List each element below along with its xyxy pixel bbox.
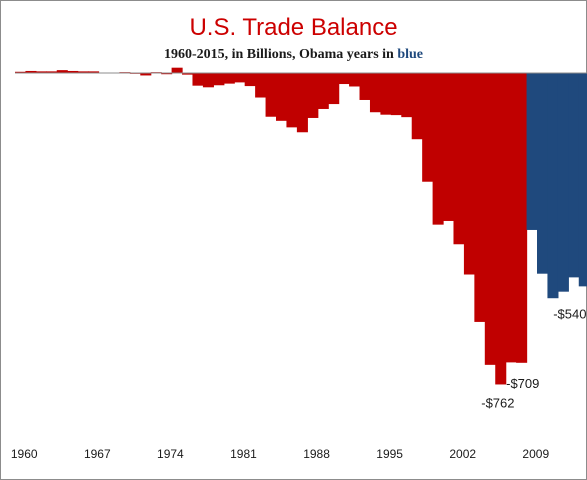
bar-1976	[182, 73, 194, 75]
bar-1960	[15, 71, 27, 73]
bar-1975	[171, 67, 183, 73]
bar-2011	[547, 73, 559, 299]
bar-2014	[578, 73, 587, 287]
bar-2001	[443, 73, 455, 221]
bar-1982	[244, 73, 256, 87]
bar-2010	[537, 73, 549, 274]
bar-1998	[411, 73, 423, 140]
x-tick-label: 1967	[84, 447, 111, 461]
x-tick-label: 1995	[376, 447, 403, 461]
data-label-2006: -$762	[481, 395, 514, 410]
bar-1994	[369, 73, 381, 113]
bar-1974	[161, 73, 173, 75]
bar-2005	[484, 73, 496, 365]
chart-subtitle: 1960-2015, in Billions, Obama years in b…	[0, 46, 587, 64]
bars-layer	[15, 67, 587, 385]
bar-2008	[516, 73, 528, 363]
x-tick-label: 2002	[449, 447, 476, 461]
x-tick-labels: 1960 1967 1974 1981 1988 1995 2002 2009	[11, 447, 550, 461]
bar-1980	[223, 73, 235, 84]
bar-2012	[557, 73, 569, 292]
bar-1978	[202, 73, 214, 88]
bar-1964	[56, 70, 68, 73]
x-tick-label: 1960	[11, 447, 38, 461]
bar-1985	[276, 73, 288, 121]
bar-2002	[453, 73, 465, 245]
x-tick-label: 2009	[522, 447, 549, 461]
bar-2000	[432, 73, 444, 225]
chart-subtitle-text: 1960-2015, in Billions, Obama years in	[163, 47, 398, 62]
data-label-2015: -$540	[553, 307, 586, 322]
bar-1992	[349, 73, 361, 87]
bar-1966	[77, 71, 89, 73]
bar-1961	[25, 70, 37, 73]
bar-1965	[67, 70, 79, 73]
bar-1997	[401, 73, 413, 118]
bar-1981	[234, 73, 246, 83]
bar-1989	[317, 73, 329, 109]
bar-1996	[390, 73, 402, 116]
bar-1963	[46, 71, 58, 73]
bar-1984	[265, 73, 277, 117]
bar-1995	[380, 73, 392, 115]
bar-2003	[463, 73, 475, 275]
bar-1979	[213, 73, 225, 86]
bar-1983	[255, 73, 267, 98]
bar-1988	[307, 73, 319, 118]
bar-2007	[505, 73, 517, 363]
data-label-2008: -$709	[506, 376, 539, 391]
chart-title: U.S. Trade Balance	[189, 14, 398, 41]
bar-1972	[140, 73, 152, 76]
bar-1993	[359, 73, 371, 100]
x-tick-label: 1988	[303, 447, 330, 461]
chart-subtitle-highlight: blue	[397, 47, 424, 62]
x-tick-label: 1981	[230, 447, 257, 461]
data-labels: -$762 -$709 -$540	[481, 307, 586, 411]
bar-2006	[495, 73, 507, 385]
bar-1977	[192, 73, 204, 86]
bar-1999	[422, 73, 434, 182]
bar-2013	[568, 73, 580, 278]
bar-1991	[338, 73, 350, 85]
bar-1987	[296, 73, 308, 133]
bar-1967	[88, 71, 100, 73]
bar-1986	[286, 73, 298, 128]
bar-2004	[474, 73, 486, 322]
x-tick-label: 1974	[157, 447, 184, 461]
bar-2009	[526, 73, 538, 230]
bar-1990	[328, 73, 340, 105]
bar-1962	[35, 71, 47, 73]
